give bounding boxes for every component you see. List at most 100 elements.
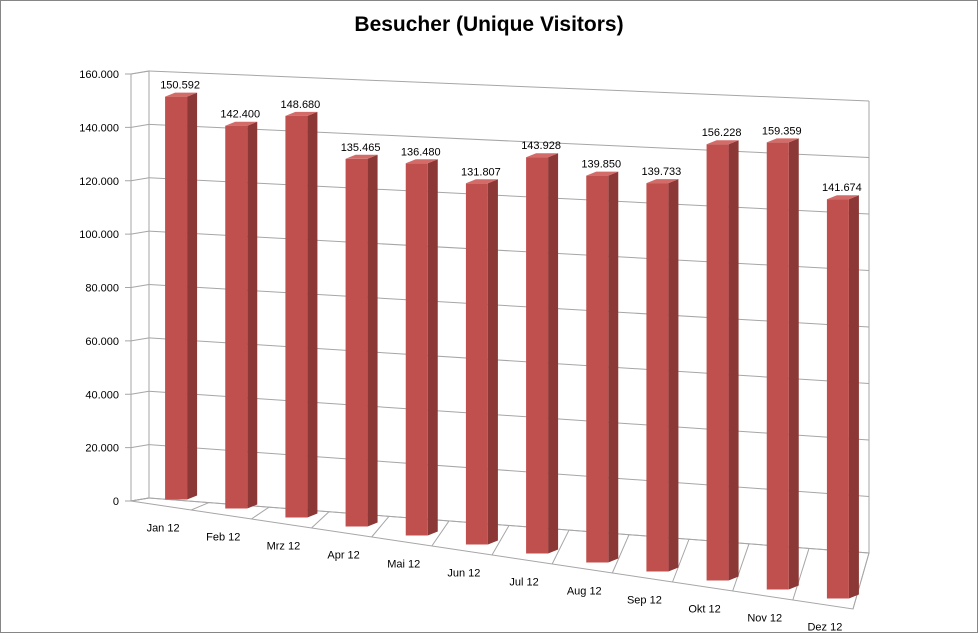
bar-top (826, 195, 859, 200)
bar-side (187, 92, 198, 500)
bar-top (345, 154, 378, 159)
floor-divider (732, 543, 750, 592)
bar (706, 144, 729, 581)
x-tick-label: Okt 12 (688, 604, 720, 616)
bar-top (526, 153, 559, 158)
side-gridline (130, 444, 150, 449)
data-label: 141.674 (822, 182, 862, 194)
bar-top (225, 121, 258, 126)
bar-side (668, 179, 679, 572)
floor (130, 497, 870, 610)
data-label: 156.228 (702, 127, 742, 139)
bar-top (706, 140, 739, 145)
bar-top (285, 111, 318, 116)
y-tick-label: 140.000 (79, 122, 119, 134)
side-gridline (130, 390, 150, 395)
bar-side (307, 111, 318, 518)
gridline (148, 70, 870, 102)
data-label: 131.807 (461, 166, 501, 178)
bar-side (848, 195, 859, 599)
y-tick-label: 0 (113, 496, 119, 508)
bar-side (427, 159, 438, 536)
floor-divider (431, 520, 450, 547)
floor-divider (852, 552, 870, 610)
x-tick-label: Mai 12 (387, 559, 420, 571)
y-tick-label: 80.000 (85, 283, 119, 295)
data-label: 150.592 (160, 80, 200, 92)
floor-divider (251, 506, 270, 520)
bar (225, 125, 248, 509)
data-label: 142.400 (220, 109, 260, 121)
bar-top (646, 179, 679, 184)
bar (405, 163, 428, 536)
floor-divider (491, 525, 510, 556)
floor-divider (371, 516, 390, 538)
data-label: 159.359 (762, 125, 802, 137)
bar-top (465, 179, 498, 184)
x-tick-label: Feb 12 (206, 532, 240, 544)
side-gridline (130, 70, 150, 75)
side-gridline (130, 177, 150, 182)
y-tick-label: 120.000 (79, 176, 119, 188)
floor-divider (792, 548, 810, 601)
gridline (148, 230, 870, 271)
gridline (148, 123, 870, 158)
bar-side (788, 138, 799, 590)
x-tick-label: Aug 12 (567, 586, 602, 598)
floor-divider (190, 502, 210, 511)
bar-side (487, 179, 498, 545)
floor-divider (130, 497, 150, 502)
x-tick-label: Apr 12 (327, 550, 359, 562)
data-label: 135.465 (341, 142, 381, 154)
floor-divider (611, 534, 630, 574)
bar (526, 157, 549, 554)
x-tick-label: Sep 12 (627, 595, 662, 607)
bar-side (548, 153, 559, 554)
floor-divider (311, 511, 330, 529)
x-tick-label: Jul 12 (509, 577, 538, 589)
data-label: 143.928 (521, 140, 561, 152)
bar-side (367, 154, 378, 527)
gridline (148, 177, 870, 215)
bar-top (165, 92, 198, 97)
bar (465, 183, 488, 545)
bar (165, 96, 188, 500)
side-gridline (130, 123, 150, 128)
bar (826, 199, 849, 599)
bar (345, 158, 368, 527)
bar-side (728, 140, 739, 581)
y-tick-label: 160.000 (79, 69, 119, 81)
side-gridline (130, 284, 150, 288)
side-gridline (130, 337, 150, 342)
bar-side (247, 121, 258, 509)
x-tick-label: Mrz 12 (267, 541, 301, 553)
floor-divider (551, 529, 570, 565)
data-label: 139.733 (642, 166, 682, 178)
x-tick-label: Nov 12 (747, 613, 782, 625)
chart-title: Besucher (Unique Visitors) (354, 13, 624, 36)
bar (646, 183, 669, 572)
gridline (148, 337, 870, 384)
bar (766, 142, 789, 590)
y-tick-label: 100.000 (79, 229, 119, 241)
gridline (148, 390, 870, 441)
bar-top (405, 159, 438, 164)
bar-top (766, 138, 799, 143)
floor-divider (672, 539, 690, 583)
y-tick-label: 40.000 (85, 389, 119, 401)
side-gridline (130, 230, 150, 235)
data-label: 148.680 (281, 99, 321, 111)
x-tick-label: Jun 12 (447, 568, 480, 580)
x-tick-label: Jan 12 (147, 523, 180, 535)
bar-top (586, 171, 619, 176)
bar (586, 175, 609, 563)
data-label: 136.480 (401, 146, 441, 158)
x-tick-label: Dez 12 (807, 622, 842, 633)
y-tick-label: 60.000 (85, 336, 119, 348)
data-label: 139.850 (581, 159, 621, 171)
y-tick-label: 20.000 (85, 443, 119, 455)
bar-side (608, 171, 619, 563)
bar (285, 115, 308, 518)
